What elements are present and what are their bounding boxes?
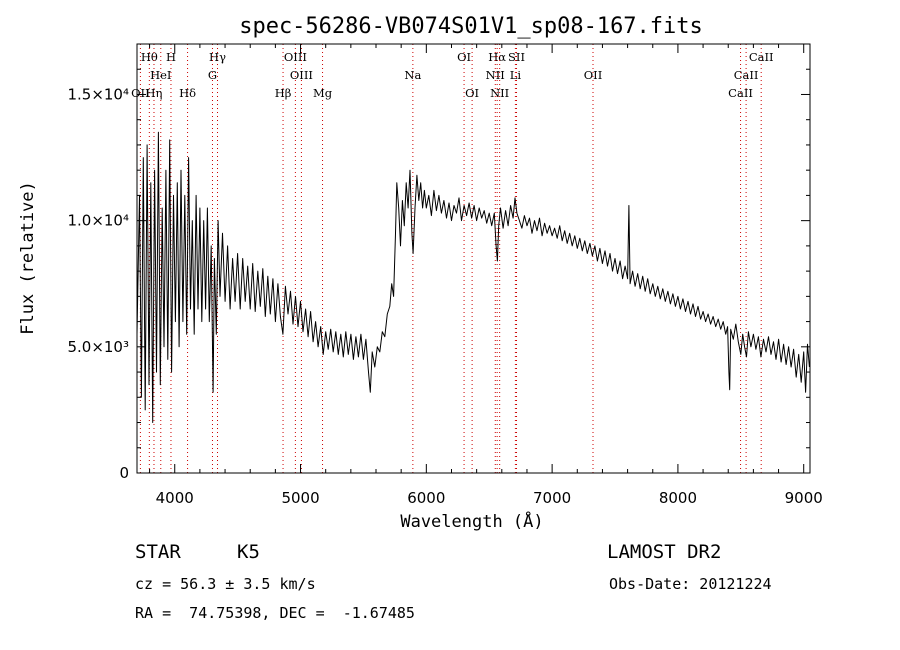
spectral-line-label: HeI: [150, 68, 171, 82]
survey-release: LAMOST DR2: [607, 541, 722, 563]
x-axis-label: Wavelength (Å): [400, 510, 543, 532]
spectral-line-label: Hδ: [179, 86, 196, 100]
object-subclass: K5: [237, 541, 260, 563]
y-tick-label: 1.0×10⁴: [67, 212, 129, 230]
spectral-line-label: G: [208, 68, 217, 82]
y-tick-label: 1.5×10⁴: [67, 85, 129, 103]
y-axis-label: Flux (relative): [18, 181, 38, 335]
plot-frame: [136, 43, 811, 474]
observation-date: Obs-Date: 20121224: [609, 575, 772, 593]
spectral-line-label: OIII: [290, 68, 313, 82]
spectral-line-label: CaII: [728, 86, 753, 100]
spectral-line-label: H: [166, 50, 176, 64]
redshift-value: cz = 56.3 ± 3.5 km/s: [135, 575, 316, 593]
spectral-line-label: CaII: [734, 68, 759, 82]
x-tick-label: 4000: [156, 489, 194, 507]
spectral-line-label: Hθ: [141, 50, 158, 64]
spectral-line-label: Hη: [146, 86, 163, 100]
object-class: STAR: [135, 541, 181, 563]
spectral-line-label: Li: [510, 68, 522, 82]
spectral-line-label: CaII: [749, 50, 774, 64]
spectral-line-label: OII: [131, 86, 150, 100]
spectral-line-label: Mg: [313, 86, 333, 100]
spectral-line-label: Hβ: [275, 86, 292, 100]
y-axis: 0 5.0×10³ 1.0×10⁴ 1.5×10⁴: [67, 43, 810, 482]
x-tick-label: 8000: [659, 489, 697, 507]
x-tick-label: 9000: [785, 489, 823, 507]
x-axis: 4000 5000 6000 7000 8000 9000: [149, 44, 823, 507]
spectral-line-label: Hγ: [209, 50, 226, 64]
spectral-line-label: OI: [465, 86, 479, 100]
spectral-line-label: SII: [508, 50, 525, 64]
spectral-line-label: OII: [584, 68, 603, 82]
spectral-line-label: OIII: [284, 50, 307, 64]
spectral-line-label: NII: [486, 68, 505, 82]
spectrum-series-line: [136, 131, 810, 423]
x-tick-label: 7000: [533, 489, 571, 507]
spectral-line-label: OI: [457, 50, 471, 64]
y-tick-label: 5.0×10³: [67, 338, 129, 356]
chart-title: spec-56286-VB074S01V1_sp08-167.fits: [239, 14, 703, 39]
spectral-line-label: NII: [490, 86, 509, 100]
coordinates: RA = 74.75398, DEC = -1.67485: [135, 604, 415, 622]
y-tick-label: 0: [119, 464, 129, 482]
spectral-line-label: Hα: [488, 50, 506, 64]
spectral-line-label: Na: [404, 68, 421, 82]
x-tick-label: 6000: [407, 489, 445, 507]
x-tick-label: 5000: [281, 489, 319, 507]
